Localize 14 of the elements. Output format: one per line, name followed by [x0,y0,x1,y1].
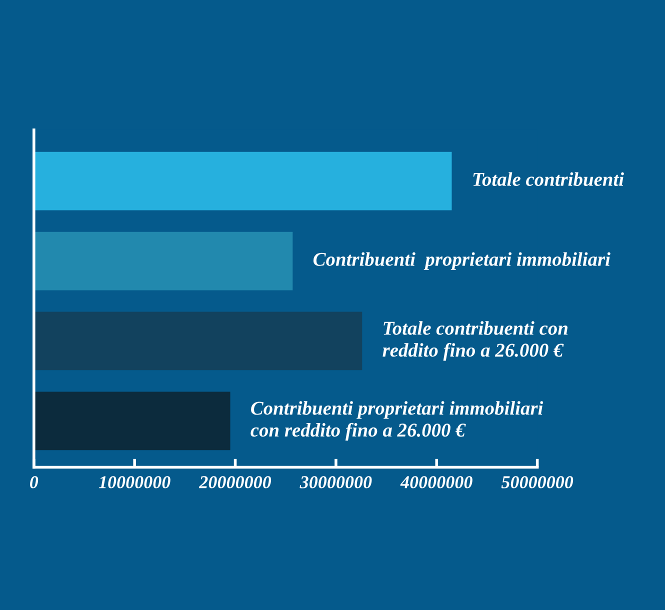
bar [34,152,452,210]
bar [34,232,293,290]
x-tick-label: 0 [30,476,38,488]
x-tick-label: 10000000 [98,476,170,488]
x-tick-label: 20000000 [198,476,272,488]
y-tick-label: Contribuenti proprietari immobiliari [313,252,610,270]
y-tick-label: Totale contribuenti [473,172,624,186]
bar [34,312,362,370]
x-tick-label: 30000000 [300,476,372,488]
y-tick-label: Totale contribuenti con reddito fino a 26.000 € [382,321,568,361]
y-tick-label: Contribuenti proprietari immobiliari con reddito fino a 26.000 € [250,401,544,441]
x-tick-label: 50000000 [501,476,574,488]
x-tick-label: 40000000 [400,476,472,488]
bar [34,392,230,450]
